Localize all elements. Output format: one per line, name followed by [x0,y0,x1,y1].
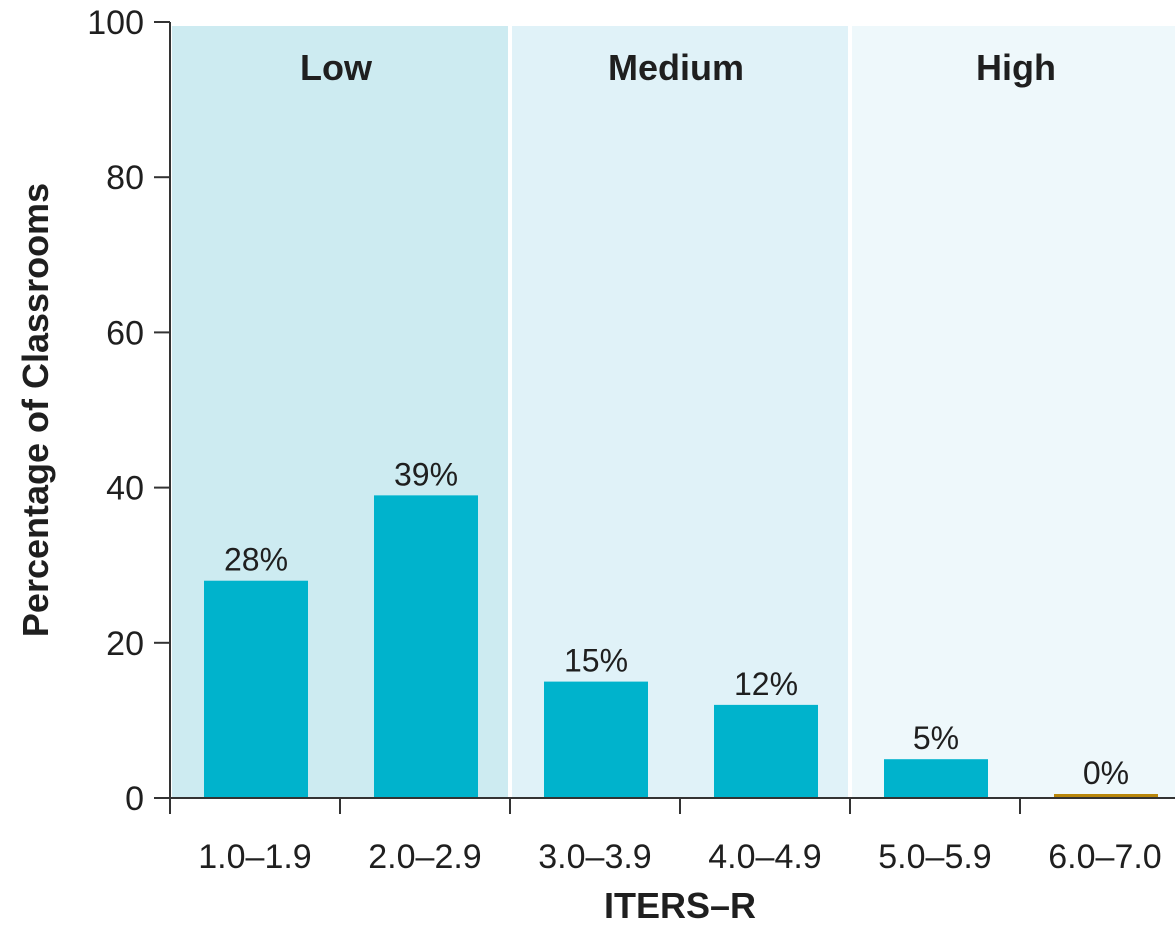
band-labels: Low Medium High [300,47,1056,88]
bar-2.0–2.9 [374,495,478,798]
axes [169,22,1175,814]
band-label-medium: Medium [608,47,744,88]
bar-5.0–5.9 [884,759,988,798]
x-tick-label-1.0–1.9: 1.0–1.9 [198,838,311,876]
y-tick-label-60: 60 [106,314,144,352]
band-medium [512,26,848,798]
bar-3.0–3.9 [544,681,648,798]
y-tick-label-0: 0 [125,780,144,818]
x-axis-ticks: 1.0–1.9 2.0–2.9 3.0–3.9 4.0–4.9 5.0–5.9 6.0–7… [169,798,1162,876]
bars [204,495,1158,798]
x-axis-title: ITERS–R [604,885,756,926]
band-label-high: High [976,47,1056,88]
band-high [852,26,1175,798]
data-label-6.0–7.0: 0% [1083,755,1129,791]
x-tick-label-4.0–4.9: 4.0–4.9 [708,838,821,876]
data-labels: 28% 39% 15% 12% 5% 0% [224,456,1129,791]
data-label-4.0–4.9: 12% [734,666,798,702]
bar-6.0–7.0 [1054,794,1158,798]
data-label-3.0–3.9: 15% [564,643,628,679]
x-tick-label-3.0–3.9: 3.0–3.9 [538,838,651,876]
y-tick-label-100: 100 [87,4,144,42]
data-label-2.0–2.9: 39% [394,456,458,492]
x-tick-label-6.0–7.0: 6.0–7.0 [1048,838,1161,876]
band-backgrounds [172,26,1175,798]
bar-4.0–4.9 [714,704,818,798]
bar-1.0–1.9 [204,580,308,798]
band-label-low: Low [300,47,373,88]
y-axis-ticks: 0 20 40 60 80 100 [87,4,170,818]
x-tick-label-5.0–5.9: 5.0–5.9 [878,838,991,876]
y-tick-label-80: 80 [106,159,144,197]
y-tick-label-20: 20 [106,625,144,663]
data-label-5.0–5.9: 5% [913,720,959,756]
y-tick-label-40: 40 [106,470,144,508]
data-label-1.0–1.9: 28% [224,542,288,578]
y-axis-title: Percentage of Classrooms [15,183,56,637]
x-tick-label-2.0–2.9: 2.0–2.9 [368,838,481,876]
